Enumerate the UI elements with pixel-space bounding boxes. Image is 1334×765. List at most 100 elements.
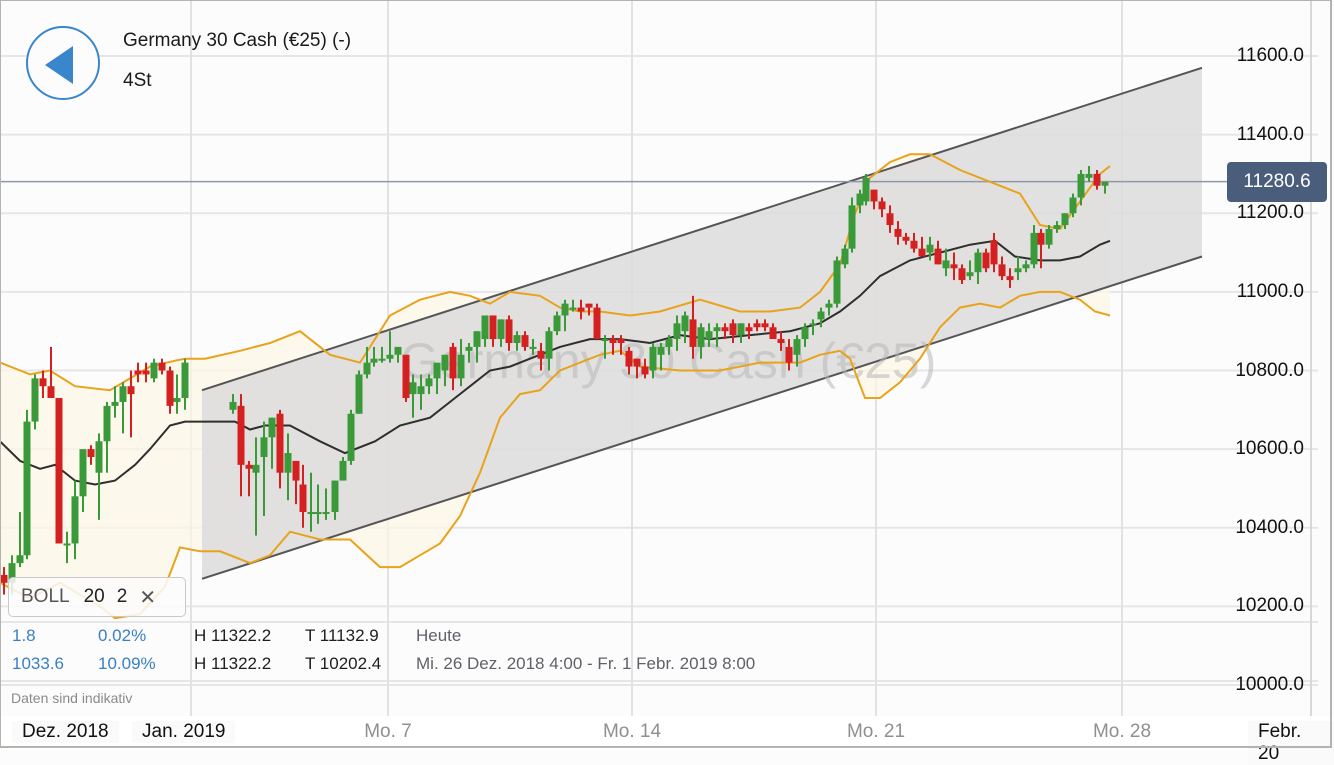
candle-body	[513, 335, 521, 343]
y-tick-label: 10000.0	[1235, 674, 1304, 695]
candle-body	[713, 327, 721, 332]
candle-body	[729, 323, 737, 336]
candle-body	[1037, 232, 1045, 245]
candle-body	[942, 260, 950, 269]
close-icon[interactable]: ✕	[139, 586, 157, 609]
candle-body	[918, 248, 926, 257]
candle-body	[299, 484, 307, 513]
candle-body	[370, 358, 378, 363]
disclaimer: Daten sind indikativ	[11, 690, 133, 706]
candle-body	[134, 370, 142, 375]
candle-body	[284, 453, 292, 473]
candle-body	[457, 354, 465, 379]
candle-body	[79, 449, 87, 497]
candle-body	[0, 574, 8, 583]
candle-body	[894, 228, 902, 237]
x-tick-label: Mo. 7	[364, 721, 412, 742]
candle-body	[982, 252, 990, 269]
candle-body	[553, 315, 561, 332]
candle-body	[577, 307, 585, 312]
candle-body	[529, 346, 537, 349]
candle-body	[119, 386, 127, 402]
today-high: H 11322.2	[194, 626, 272, 645]
today-low: T 11132.9	[305, 626, 379, 645]
candle-body	[974, 252, 982, 273]
candle-body	[16, 555, 24, 564]
range-low: T 10202.4	[305, 654, 382, 673]
y-tick-label: 10200.0	[1235, 595, 1304, 617]
candle-body	[862, 177, 870, 202]
candle-body	[95, 441, 103, 473]
candle-body	[878, 201, 886, 210]
candle-body	[1101, 181, 1109, 186]
candle-body	[617, 339, 625, 343]
candle-body	[801, 327, 809, 340]
range-change: 1033.6	[12, 654, 64, 673]
candle-body	[245, 464, 253, 469]
candle-body	[958, 268, 966, 281]
candle-body	[505, 319, 513, 343]
candle-body	[252, 464, 260, 473]
x-tick-label: Mo. 28	[1092, 721, 1152, 742]
today-change-pct: 0.02%	[98, 626, 147, 645]
candle-body	[777, 339, 785, 343]
candle-body	[1085, 173, 1093, 178]
candle-body	[697, 327, 705, 347]
candle-body	[433, 362, 441, 379]
y-tick-label: 10800.0	[1235, 359, 1304, 381]
candle-body	[833, 260, 841, 304]
candle-body	[347, 413, 355, 461]
candle-body	[1069, 197, 1077, 214]
candle-body	[817, 311, 825, 320]
candle-body	[926, 244, 934, 253]
indicator-stddev: 2	[116, 586, 128, 607]
candle-body	[142, 370, 150, 375]
candle-body	[793, 339, 801, 355]
candle-body	[150, 362, 158, 379]
candle-body	[1093, 173, 1101, 186]
candle-body	[481, 315, 489, 340]
candle-body	[276, 413, 284, 473]
indicator-chip-boll[interactable]: BOLL 20 2 ✕	[8, 577, 186, 617]
candle-body	[111, 401, 119, 406]
x-tick-label: Jan. 2019	[132, 721, 236, 743]
candle-body	[886, 213, 894, 226]
today-change: 1.8	[12, 626, 36, 645]
x-tick-label: Febr. 20	[1248, 721, 1334, 765]
candle-body	[441, 354, 449, 371]
candle-body	[229, 401, 237, 410]
candle-body	[339, 460, 347, 481]
candle-body	[689, 319, 697, 347]
candle-body	[363, 362, 371, 375]
indicator-period: 20	[83, 586, 105, 607]
range-change-pct: 10.09%	[98, 654, 156, 673]
candle-body	[950, 264, 958, 269]
last-price-tag: 11280.6	[1227, 162, 1327, 202]
candle-body	[681, 315, 689, 332]
x-tick-label: Dez. 2018	[12, 721, 119, 743]
candle-body	[497, 319, 505, 340]
back-arrow-icon	[45, 46, 73, 84]
candle-body	[1030, 232, 1038, 265]
candle-body	[585, 303, 593, 308]
back-button[interactable]	[26, 26, 100, 100]
candle-body	[31, 378, 39, 422]
bollinger-lower	[0, 290, 1111, 620]
candle-body	[1053, 225, 1061, 229]
candle-body	[331, 480, 339, 513]
instrument-title: Germany 30 Cash (€25) (-)	[123, 30, 352, 51]
candle-body	[260, 437, 268, 457]
candle-body	[314, 512, 322, 515]
channel-lower-line	[201, 255, 1203, 580]
channel-upper-line	[201, 66, 1203, 392]
y-tick-label: 10400.0	[1235, 516, 1304, 538]
candle-body	[39, 378, 47, 387]
candle-body	[705, 331, 713, 340]
candle-body	[825, 303, 833, 308]
candle-body	[609, 339, 617, 343]
candle-body	[8, 563, 16, 583]
candle-body	[417, 386, 425, 395]
candle-body	[785, 346, 793, 363]
candle-body	[237, 405, 245, 465]
